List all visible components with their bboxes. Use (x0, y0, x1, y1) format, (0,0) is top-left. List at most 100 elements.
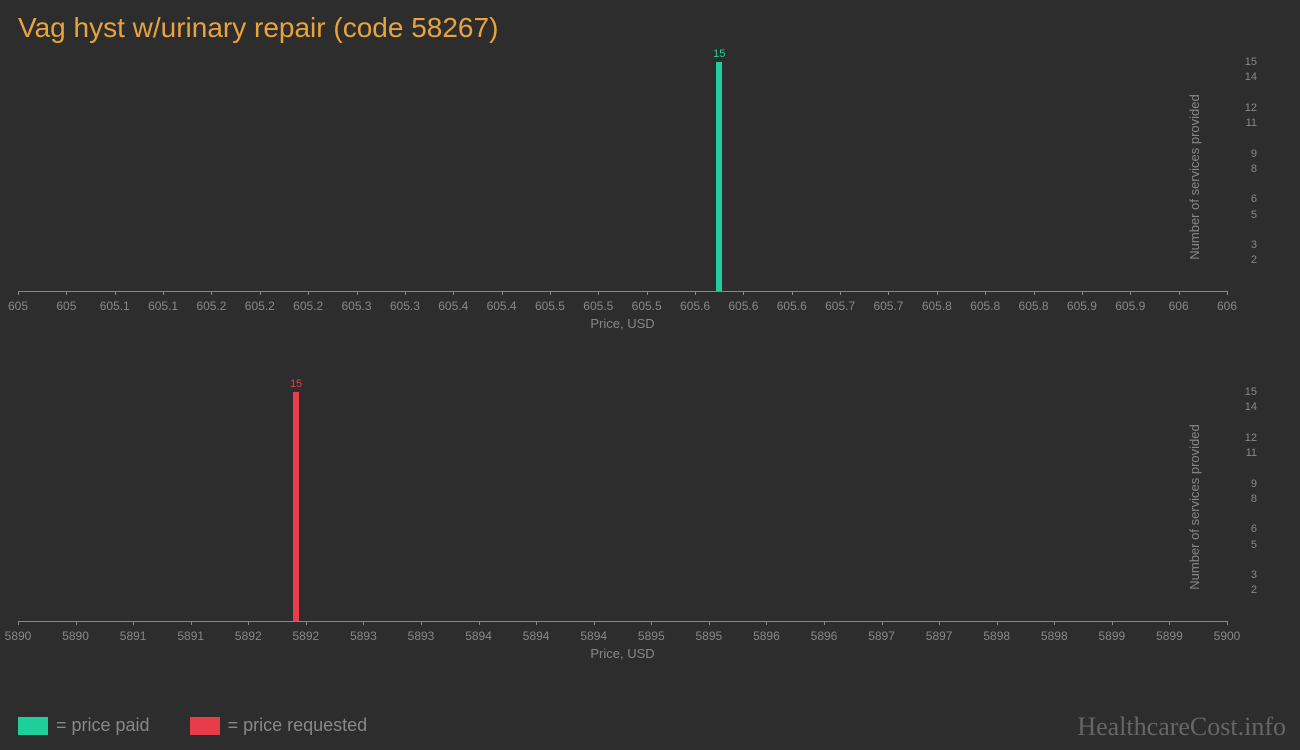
xtick-label: 606 (1169, 299, 1189, 313)
xtick (536, 621, 537, 625)
xtick (997, 621, 998, 625)
xtick (191, 621, 192, 625)
xtick (1169, 621, 1170, 625)
xtick-label: 605.2 (293, 299, 323, 313)
xtick-label: 605.6 (777, 299, 807, 313)
xtick (18, 291, 19, 295)
xtick-label: 5896 (753, 629, 780, 643)
xtick (766, 621, 767, 625)
xtick-label: 5898 (983, 629, 1010, 643)
xtick-label: 605.6 (680, 299, 710, 313)
xtick (306, 621, 307, 625)
xtick-label: 605.2 (196, 299, 226, 313)
xtick-label: 5893 (350, 629, 377, 643)
xtick (260, 291, 261, 295)
bar: 15 (716, 62, 722, 291)
xtick-label: 605.4 (438, 299, 468, 313)
xtick-label: 605.5 (583, 299, 613, 313)
xtick (211, 291, 212, 295)
ytick-label: 11 (1246, 117, 1257, 129)
legend-text-paid: = price paid (56, 715, 150, 736)
xtick (76, 621, 77, 625)
xtick (939, 621, 940, 625)
xtick (453, 291, 454, 295)
legend-item-requested: = price requested (190, 715, 368, 736)
xtick (651, 621, 652, 625)
xtick-label: 5899 (1098, 629, 1125, 643)
xtick (824, 621, 825, 625)
xtick (18, 621, 19, 625)
page-title: Vag hyst w/urinary repair (code 58267) (0, 0, 1300, 52)
ytick-label: 3 (1251, 239, 1257, 251)
xtick (598, 291, 599, 295)
xtick-label: 5890 (5, 629, 32, 643)
ytick-label: 12 (1245, 432, 1257, 444)
ytick-label: 3 (1251, 569, 1257, 581)
xtick (1112, 621, 1113, 625)
xtick-label: 605.2 (245, 299, 275, 313)
ytick-label: 15 (1245, 56, 1257, 68)
xtick-label: 605 (56, 299, 76, 313)
xtick (985, 291, 986, 295)
ytick-label: 14 (1245, 401, 1257, 413)
xtick (743, 291, 744, 295)
xtick (163, 291, 164, 295)
xtick-label: 5894 (465, 629, 492, 643)
legend: = price paid = price requested (18, 715, 367, 736)
watermark: HealthcareCost.info (1077, 712, 1286, 742)
xtick-label: 605.5 (632, 299, 662, 313)
chart-price-paid: Number of services provided Price, USD 6… (18, 52, 1282, 342)
xtick (133, 621, 134, 625)
xtick-label: 5899 (1156, 629, 1183, 643)
xtick (1227, 621, 1228, 625)
xtick (248, 621, 249, 625)
xtick (1130, 291, 1131, 295)
xtick-label: 5895 (695, 629, 722, 643)
xtick-label: 605.7 (825, 299, 855, 313)
legend-text-requested: = price requested (228, 715, 368, 736)
xtick (695, 291, 696, 295)
xtick-label: 605.1 (148, 299, 178, 313)
xtick (882, 621, 883, 625)
xtick-label: 5892 (292, 629, 319, 643)
xtick-label: 5890 (62, 629, 89, 643)
xtick (840, 291, 841, 295)
xtick (1227, 291, 1228, 295)
xtick-label: 5891 (120, 629, 147, 643)
xtick (405, 291, 406, 295)
xtick-label: 605.3 (390, 299, 420, 313)
xtick (792, 291, 793, 295)
xtick-label: 605.9 (1115, 299, 1145, 313)
xtick (888, 291, 889, 295)
xtick (594, 621, 595, 625)
ytick-label: 8 (1251, 163, 1257, 175)
xtick-label: 605.6 (728, 299, 758, 313)
legend-item-paid: = price paid (18, 715, 150, 736)
xtick (421, 621, 422, 625)
ytick-label: 15 (1245, 386, 1257, 398)
xtick (1082, 291, 1083, 295)
plot-area-top: Number of services provided Price, USD 6… (18, 62, 1227, 292)
xtick-label: 5894 (523, 629, 550, 643)
xtick (647, 291, 648, 295)
ytick-label: 5 (1251, 209, 1257, 221)
xtick-label: 606 (1217, 299, 1237, 313)
xtick (937, 291, 938, 295)
ytick-label: 2 (1251, 254, 1257, 266)
xtick (479, 621, 480, 625)
xtick-label: 5897 (868, 629, 895, 643)
xtick-label: 5897 (926, 629, 953, 643)
chart-price-requested: Number of services provided Price, USD 5… (18, 382, 1282, 672)
xtick-label: 5898 (1041, 629, 1068, 643)
xtick (66, 291, 67, 295)
bar-value-label: 15 (713, 48, 725, 60)
bar: 15 (293, 392, 299, 621)
xtick-label: 5896 (811, 629, 838, 643)
xtick (308, 291, 309, 295)
xlabel-top: Price, USD (590, 316, 654, 331)
ylabel-bottom: Number of services provided (1187, 424, 1202, 589)
xtick-label: 605.7 (873, 299, 903, 313)
xtick-label: 605.8 (970, 299, 1000, 313)
xtick (1034, 291, 1035, 295)
xtick (115, 291, 116, 295)
